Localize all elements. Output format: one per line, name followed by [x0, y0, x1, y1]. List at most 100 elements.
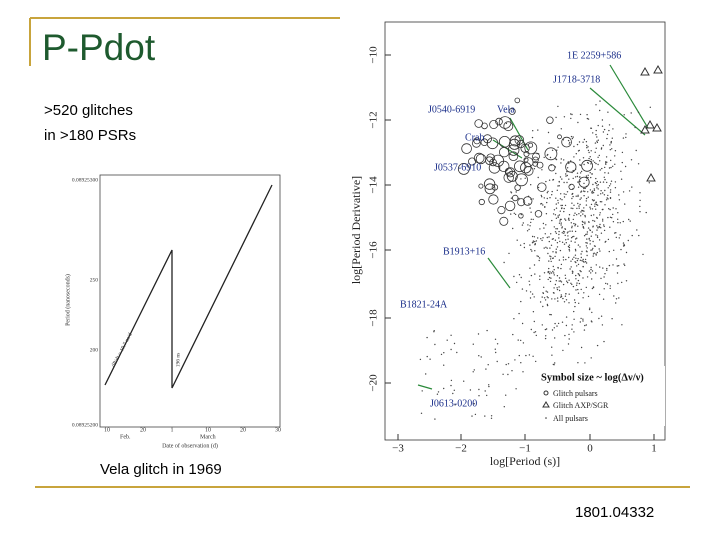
pulsar-dot [565, 219, 567, 221]
pulsar-dot [587, 191, 589, 193]
pulsar-dot [591, 173, 593, 175]
pulsar-dot [620, 170, 622, 172]
pulsar-dot [583, 210, 585, 212]
x-tick-label: 1 [651, 443, 657, 455]
pulsar-dot [583, 235, 586, 237]
pulsar-dot [546, 296, 548, 298]
pulsar-dot [582, 141, 584, 143]
pulsar-dot [590, 357, 592, 359]
x-tick-label: −3 [392, 443, 404, 455]
pulsar-dot [520, 362, 522, 364]
glitch-circle [488, 194, 499, 205]
pulsar-dot [559, 240, 561, 243]
pulsar-dot [595, 272, 597, 274]
pulsar-dot [550, 277, 552, 279]
pulsar-dot [528, 228, 530, 231]
pulsar-dot [597, 184, 599, 186]
pulsar-dot [618, 237, 620, 239]
pulsar-dot [524, 177, 526, 179]
pulsar-dot [529, 207, 531, 209]
pulsar-dot [521, 288, 524, 290]
pulsar-dot [592, 255, 594, 257]
pulsar-dot [558, 280, 560, 282]
pulsar-dot [546, 236, 548, 239]
pulsar-dot [534, 331, 537, 333]
pulsar-dot [639, 192, 641, 194]
pulsar-dot [603, 288, 605, 290]
pulsar-dot [539, 275, 541, 277]
pulsar-dot [520, 213, 522, 216]
pulsar-dot [563, 210, 565, 213]
pulsar-dot [538, 257, 541, 259]
pulsar-dot [532, 130, 534, 132]
pulsar-dot [594, 168, 596, 171]
pulsar-dot [591, 311, 593, 314]
pulsar-dot [490, 417, 493, 419]
pulsar-dot [573, 222, 575, 225]
pulsar-dot [615, 208, 617, 210]
pulsar-dot [577, 263, 580, 266]
pulsar-dot [606, 133, 609, 136]
pulsar-dot [621, 151, 624, 154]
pulsar-dot [528, 203, 530, 205]
pulsar-dot [560, 162, 562, 164]
pulsar-dot [576, 282, 578, 284]
glitch-circle [561, 136, 572, 148]
pulsar-dot [585, 204, 588, 206]
pulsar-dot [589, 206, 591, 208]
glitch-circle [568, 183, 575, 190]
pulsar-dot [584, 362, 586, 364]
pulsar-dot [608, 250, 610, 253]
pulsar-dot [605, 161, 607, 163]
pulsar-dot [595, 133, 597, 136]
pulsar-dot [556, 149, 558, 151]
axp-triangle [652, 122, 662, 132]
pulsar-dot [611, 148, 613, 150]
bullet-text: >520 glitches [44, 102, 133, 119]
pulsar-dot [544, 299, 547, 301]
pulsar-dot [558, 222, 561, 224]
pulsar-dot [582, 277, 584, 279]
pulsar-dot [618, 297, 620, 299]
pulsar-dot [537, 255, 539, 258]
pulsar-dot [612, 128, 614, 130]
pulsar-dot [568, 162, 570, 165]
legend-entry: Glitch AXP/SGR [553, 401, 609, 410]
pulsar-dot [613, 295, 615, 297]
pulsar-dot [554, 298, 556, 300]
pulsar-dot [549, 247, 551, 249]
pulsar-dot [596, 251, 598, 254]
pulsar-dot [584, 324, 586, 327]
pulsar-dot [619, 234, 621, 236]
pulsar-dot [549, 258, 552, 260]
pulsar-dot [505, 394, 507, 396]
pulsar-dot [564, 204, 567, 207]
pulsar-dot [542, 305, 544, 308]
pulsar-dot [596, 187, 598, 189]
pulsar-dot [594, 161, 596, 164]
y-tick-label: −20 [368, 374, 380, 392]
pulsar-dot [637, 111, 640, 114]
pulsar-dot [585, 175, 588, 177]
pulsar-dot [586, 231, 589, 233]
pulsar-dot [571, 225, 573, 227]
pulsar-dot [560, 158, 562, 160]
pulsar-dot [588, 151, 590, 154]
axp-triangle [640, 124, 650, 134]
pulsar-dot [585, 324, 587, 326]
pulsar-dot [593, 199, 595, 201]
pulsar-dot [510, 192, 513, 194]
pulsar-dot [603, 340, 605, 343]
reference: 1801.04332 [575, 504, 654, 521]
glitch-circle [473, 152, 485, 164]
pulsar-dot [515, 191, 517, 193]
pulsar-dot [573, 145, 575, 148]
pulsar-dot [588, 270, 591, 272]
pulsar-dot [534, 250, 536, 252]
pulsar-dot [568, 302, 570, 304]
pulsar-dot [600, 232, 603, 234]
pulsar-dot [474, 413, 477, 416]
pulsar-dot [562, 297, 564, 300]
pulsar-dot [573, 299, 576, 301]
